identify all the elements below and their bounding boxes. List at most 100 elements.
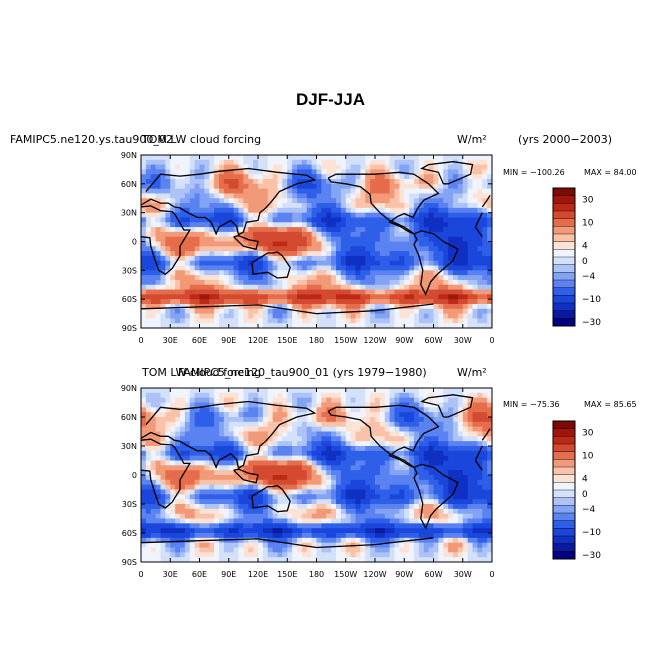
heatmap-cell — [277, 231, 283, 238]
heatmap-cell — [462, 183, 469, 190]
heatmap-cell — [199, 323, 205, 329]
heatmap-cell — [433, 265, 439, 271]
heatmap-cell — [438, 265, 444, 271]
heatmap-cell — [297, 323, 303, 329]
heatmap-cell — [248, 241, 254, 247]
heatmap-cell — [418, 303, 425, 310]
heatmap-cell — [472, 279, 478, 286]
heatmap-cell — [326, 179, 332, 185]
heatmap-cell — [141, 164, 147, 170]
heatmap-cell — [438, 155, 444, 161]
heatmap-cell — [384, 299, 391, 305]
heatmap-cell — [189, 270, 196, 276]
heatmap-cell — [316, 284, 322, 290]
heatmap-cell — [340, 183, 347, 190]
heatmap-cell — [384, 275, 391, 281]
heatmap-cell — [448, 164, 454, 170]
heatmap-cell — [453, 217, 459, 223]
heatmap-cell — [209, 299, 215, 305]
heatmap-cell — [384, 179, 391, 185]
heatmap-cell — [482, 212, 488, 218]
heatmap-cell — [165, 188, 171, 194]
heatmap-cell — [204, 155, 210, 161]
heatmap-cell — [272, 236, 278, 242]
heatmap-cell — [428, 284, 434, 290]
figure-title: DJF-JJA — [296, 90, 365, 109]
heatmap-cell — [301, 169, 308, 175]
heatmap-cell — [345, 241, 352, 247]
heatmap-cell — [180, 313, 186, 319]
heatmap-cell — [155, 169, 161, 175]
heatmap-cell — [433, 222, 439, 228]
heatmap-cell — [262, 198, 269, 204]
heatmap-cell — [321, 212, 327, 218]
heatmap-cell — [467, 284, 473, 290]
heatmap-cell — [467, 260, 473, 266]
heatmap-cell — [457, 188, 464, 194]
heatmap-cell — [287, 299, 293, 305]
heatmap-cell — [389, 265, 395, 271]
heatmap-cell — [433, 236, 439, 242]
heatmap-cell — [306, 222, 313, 228]
heatmap-cell — [189, 174, 196, 180]
heatmap-cell — [472, 179, 478, 185]
heatmap-cell — [482, 155, 488, 161]
heatmap-cell — [453, 265, 459, 271]
heatmap-cell — [301, 174, 308, 180]
heatmap-cell — [443, 203, 449, 209]
heatmap-cell — [365, 260, 371, 266]
heatmap-cell — [394, 251, 400, 257]
heatmap-cell — [243, 231, 249, 238]
x-tick-label: 90W — [395, 336, 413, 345]
heatmap-cell — [165, 275, 171, 281]
heatmap-cell — [355, 313, 361, 319]
heatmap-cell — [336, 323, 342, 329]
heatmap-cell — [306, 231, 313, 238]
heatmap-cell — [287, 207, 293, 214]
heatmap-cell — [399, 279, 405, 286]
heatmap-cell — [487, 246, 493, 252]
heatmap-cell — [389, 188, 395, 194]
heatmap-cell — [394, 241, 400, 247]
heatmap-cell — [394, 270, 400, 276]
heatmap-cell — [199, 284, 205, 290]
coastline — [140, 205, 483, 275]
heatmap-cell — [292, 294, 298, 300]
heatmap-cell — [326, 255, 332, 262]
heatmap-cell — [457, 275, 464, 281]
heatmap-cell — [209, 183, 215, 190]
heatmap-cell — [223, 193, 230, 199]
heatmap-cell — [155, 207, 161, 214]
heatmap-cell — [375, 183, 381, 190]
panel-1-left-title: FAMIPC5.ne120.ys.tau900_02 — [10, 133, 173, 146]
heatmap-cell — [331, 303, 337, 310]
heatmap-cell — [297, 284, 303, 290]
heatmap-cell — [258, 222, 264, 228]
heatmap-cell — [267, 236, 274, 242]
heatmap-cell — [355, 155, 361, 161]
heatmap-cell — [453, 155, 459, 161]
heatmap-cell — [438, 260, 444, 266]
heatmap-cell — [199, 265, 205, 271]
heatmap-cell — [170, 294, 176, 300]
heatmap-cell — [360, 207, 366, 214]
heatmap-cell — [438, 193, 444, 199]
heatmap-cell — [453, 188, 459, 194]
heatmap-cell — [248, 183, 254, 190]
heatmap-cell — [404, 294, 410, 300]
heatmap-cell — [321, 188, 327, 194]
heatmap-cell — [394, 227, 400, 233]
heatmap-cell — [233, 198, 239, 204]
heatmap-cell — [223, 159, 230, 166]
heatmap-cell — [379, 159, 386, 166]
heatmap-cell — [336, 174, 342, 180]
heatmap-cell — [253, 241, 259, 247]
heatmap-cell — [277, 308, 283, 314]
heatmap-cell — [345, 323, 352, 329]
heatmap-cell — [443, 299, 449, 305]
heatmap-cell — [243, 179, 249, 185]
heatmap-cell — [399, 265, 405, 271]
heatmap-cell — [170, 303, 176, 310]
heatmap-cell — [155, 159, 161, 166]
heatmap-cell — [379, 318, 386, 324]
